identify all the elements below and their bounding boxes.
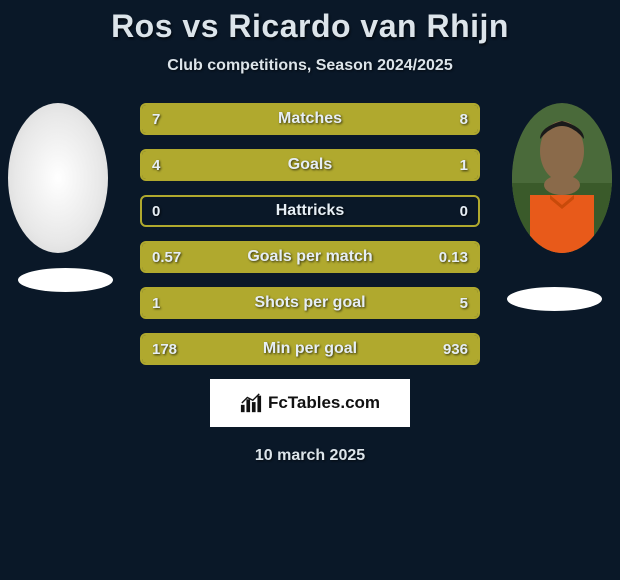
- stat-value-right: 0: [460, 203, 478, 220]
- player-right-shadow: [507, 287, 602, 311]
- branding-panel: FcTables.com: [210, 379, 410, 427]
- player-left-shadow: [18, 268, 113, 292]
- stat-value-right: 5: [460, 295, 478, 312]
- stat-label: Shots per goal: [142, 294, 478, 312]
- stat-label: Matches: [142, 110, 478, 128]
- stat-value-right: 1: [460, 157, 478, 174]
- stat-value-right: 0.13: [439, 249, 478, 266]
- comparison-chart: 7Matches8 4Goals1 0Hattricks0 0.57Goals per…: [0, 103, 620, 365]
- stat-row: 1Shots per goal5: [140, 287, 480, 319]
- subtitle: Club competitions, Season 2024/2025: [0, 57, 620, 75]
- stat-row: 7Matches8: [140, 103, 480, 135]
- stat-value-right: 8: [460, 111, 478, 128]
- player-right-portrait-icon: [512, 103, 612, 253]
- player-left-avatar: [8, 103, 108, 253]
- fctables-logo-icon: [240, 392, 262, 414]
- branding-text: FcTables.com: [268, 393, 380, 413]
- stat-row: 0.57Goals per match0.13: [140, 241, 480, 273]
- stat-label: Hattricks: [142, 202, 478, 220]
- stat-label: Min per goal: [142, 340, 478, 358]
- stat-row: 4Goals1: [140, 149, 480, 181]
- player-right-avatar: [512, 103, 612, 253]
- stat-value-right: 936: [443, 341, 478, 358]
- page-title: Ros vs Ricardo van Rhijn: [0, 8, 620, 45]
- stat-row: 178Min per goal936: [140, 333, 480, 365]
- date-label: 10 march 2025: [0, 447, 620, 465]
- stat-row: 0Hattricks0: [140, 195, 480, 227]
- stat-label: Goals: [142, 156, 478, 174]
- stat-label: Goals per match: [142, 248, 478, 266]
